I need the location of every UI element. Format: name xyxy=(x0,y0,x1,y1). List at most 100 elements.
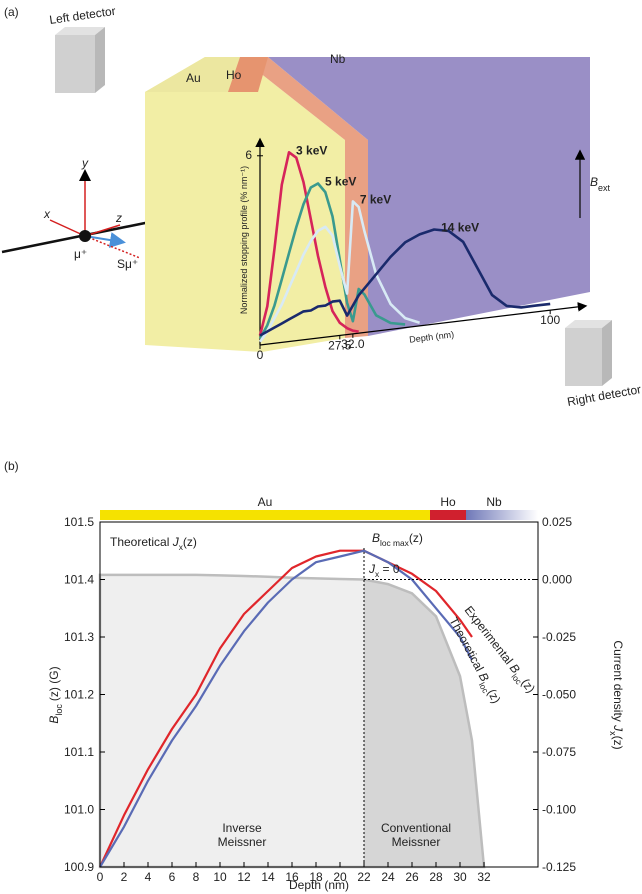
x-axis-label: Depth (nm) xyxy=(289,878,349,892)
axis-name: z xyxy=(115,211,122,225)
layer-label: Nb xyxy=(486,495,502,509)
region-label: Meissner xyxy=(218,835,267,849)
annotation-part: B xyxy=(372,531,380,545)
series-label-part: (z) xyxy=(518,676,538,696)
x-tick-label: 0 xyxy=(257,348,264,362)
panel-label: (b) xyxy=(4,459,19,473)
x-tick-label: 27.5 xyxy=(328,338,352,352)
y-tick-label: 6 xyxy=(245,148,252,162)
y-tick-label: 101.0 xyxy=(64,803,94,817)
beam-line xyxy=(1,220,151,254)
layer-label: Ho xyxy=(440,495,456,509)
y2-tick-label: 0.025 xyxy=(542,515,572,529)
axis-x xyxy=(49,219,86,237)
x-tick-label: 14 xyxy=(261,870,275,884)
y2-label-sub: x xyxy=(608,731,618,736)
y2-axis-label: Current density Jx(z) xyxy=(608,640,625,749)
y-tick-label: 100.9 xyxy=(64,860,94,874)
series-label-part: x xyxy=(179,542,184,552)
axis-name: y xyxy=(81,156,89,170)
layer-label: Au xyxy=(258,495,273,509)
field-sub: ext xyxy=(598,183,611,193)
x-tick-label: 0 xyxy=(97,870,104,884)
x-tick-label: 32.0 xyxy=(341,337,365,351)
series-label: 7 keV xyxy=(360,192,391,206)
y-axis-label: Bloc (z) (G) xyxy=(47,666,64,723)
annotation-part: = 0 xyxy=(379,562,400,576)
y2-label-symbol: J xyxy=(611,724,625,732)
layer-bar xyxy=(100,510,430,520)
series-line xyxy=(258,200,420,343)
detector-label: Left detector xyxy=(48,4,116,27)
series-label: Theoretical Jx(z) xyxy=(110,535,197,552)
y-tick-label: 101.2 xyxy=(64,688,94,702)
x-tick-label: 18 xyxy=(309,870,323,884)
series-label-part: Theoretical xyxy=(110,535,173,549)
series-label-part: (z) xyxy=(485,687,504,706)
series-label: 3 keV xyxy=(296,143,327,157)
y2-label-rest: (z) xyxy=(611,736,625,750)
bloc-chart: (b) Depth (nm) Bloc (z) (G) Current densi… xyxy=(4,459,625,892)
y-tick-label: 101.4 xyxy=(64,573,94,587)
x-tick-label: 30 xyxy=(453,870,467,884)
series-line xyxy=(258,151,359,336)
x-axis xyxy=(259,302,588,346)
x-tick-label: 2 xyxy=(121,870,128,884)
detector-front xyxy=(565,328,602,386)
y2-tick-label: 0.000 xyxy=(542,573,572,587)
detector-side xyxy=(602,320,612,386)
x-tick-label: 24 xyxy=(381,870,395,884)
annotation-part: (z) xyxy=(409,531,423,545)
x-tick-label: 6 xyxy=(169,870,176,884)
y-label-symbol: B xyxy=(47,716,61,724)
current-area xyxy=(98,573,486,869)
spin-label: Sμ⁺ xyxy=(117,257,138,271)
y-label-rest: (z) (G) xyxy=(47,666,61,701)
series-label-part: loc xyxy=(477,681,491,695)
series-line xyxy=(258,182,406,340)
annotation-part: loc max xyxy=(380,538,410,548)
y2-tick-label: -0.100 xyxy=(542,803,576,817)
y2-tick-label: -0.050 xyxy=(542,688,576,702)
y2-tick-label: -0.025 xyxy=(542,630,576,644)
detector-front xyxy=(55,35,95,93)
series-label: 5 keV xyxy=(325,174,356,188)
x-tick-label: 16 xyxy=(285,870,299,884)
field-label: Bext xyxy=(590,175,611,193)
region-label: Inverse xyxy=(222,821,262,835)
layer-label: Nb xyxy=(330,52,346,66)
x-tick-label: 32 xyxy=(477,870,491,884)
layer-label: Ho xyxy=(226,68,242,82)
x-tick-label: 20 xyxy=(333,870,347,884)
detector-side xyxy=(95,27,105,93)
y-label-sub: loc xyxy=(54,704,64,716)
layer-bar xyxy=(466,510,538,520)
layer-au xyxy=(145,57,345,352)
series-label: 14 keV xyxy=(441,220,479,234)
detector-top xyxy=(55,27,105,35)
panel-label: (a) xyxy=(4,5,19,19)
layer-bar xyxy=(430,510,466,520)
top-face-ho xyxy=(228,57,268,92)
muon xyxy=(79,230,91,242)
region-label: Conventional xyxy=(381,821,451,835)
x-tick-label: 10 xyxy=(213,870,227,884)
x-tick-label: 4 xyxy=(145,870,152,884)
series-line xyxy=(99,549,473,868)
axis-z xyxy=(84,224,121,237)
annotation: Bloc max(z) xyxy=(372,531,423,548)
panel-a: (a) Left detector Au Ho Nb x y z μ⁺ Sμ⁺ … xyxy=(1,4,642,409)
y2-tick-label: -0.075 xyxy=(542,745,576,759)
muon-label: μ⁺ xyxy=(74,247,87,261)
detector-top xyxy=(565,320,612,328)
layer-nb xyxy=(268,57,590,336)
field-symbol: B xyxy=(590,175,598,189)
annotation-part: x xyxy=(375,569,380,579)
x-tick-label: 8 xyxy=(193,870,200,884)
y2-label-text: Current density xyxy=(611,640,625,725)
series-label-part: (z) xyxy=(183,535,197,549)
y-tick-label: 101.5 xyxy=(64,515,94,529)
x-tick-label: 22 xyxy=(357,870,371,884)
annotation: Jx = 0 xyxy=(368,562,400,579)
